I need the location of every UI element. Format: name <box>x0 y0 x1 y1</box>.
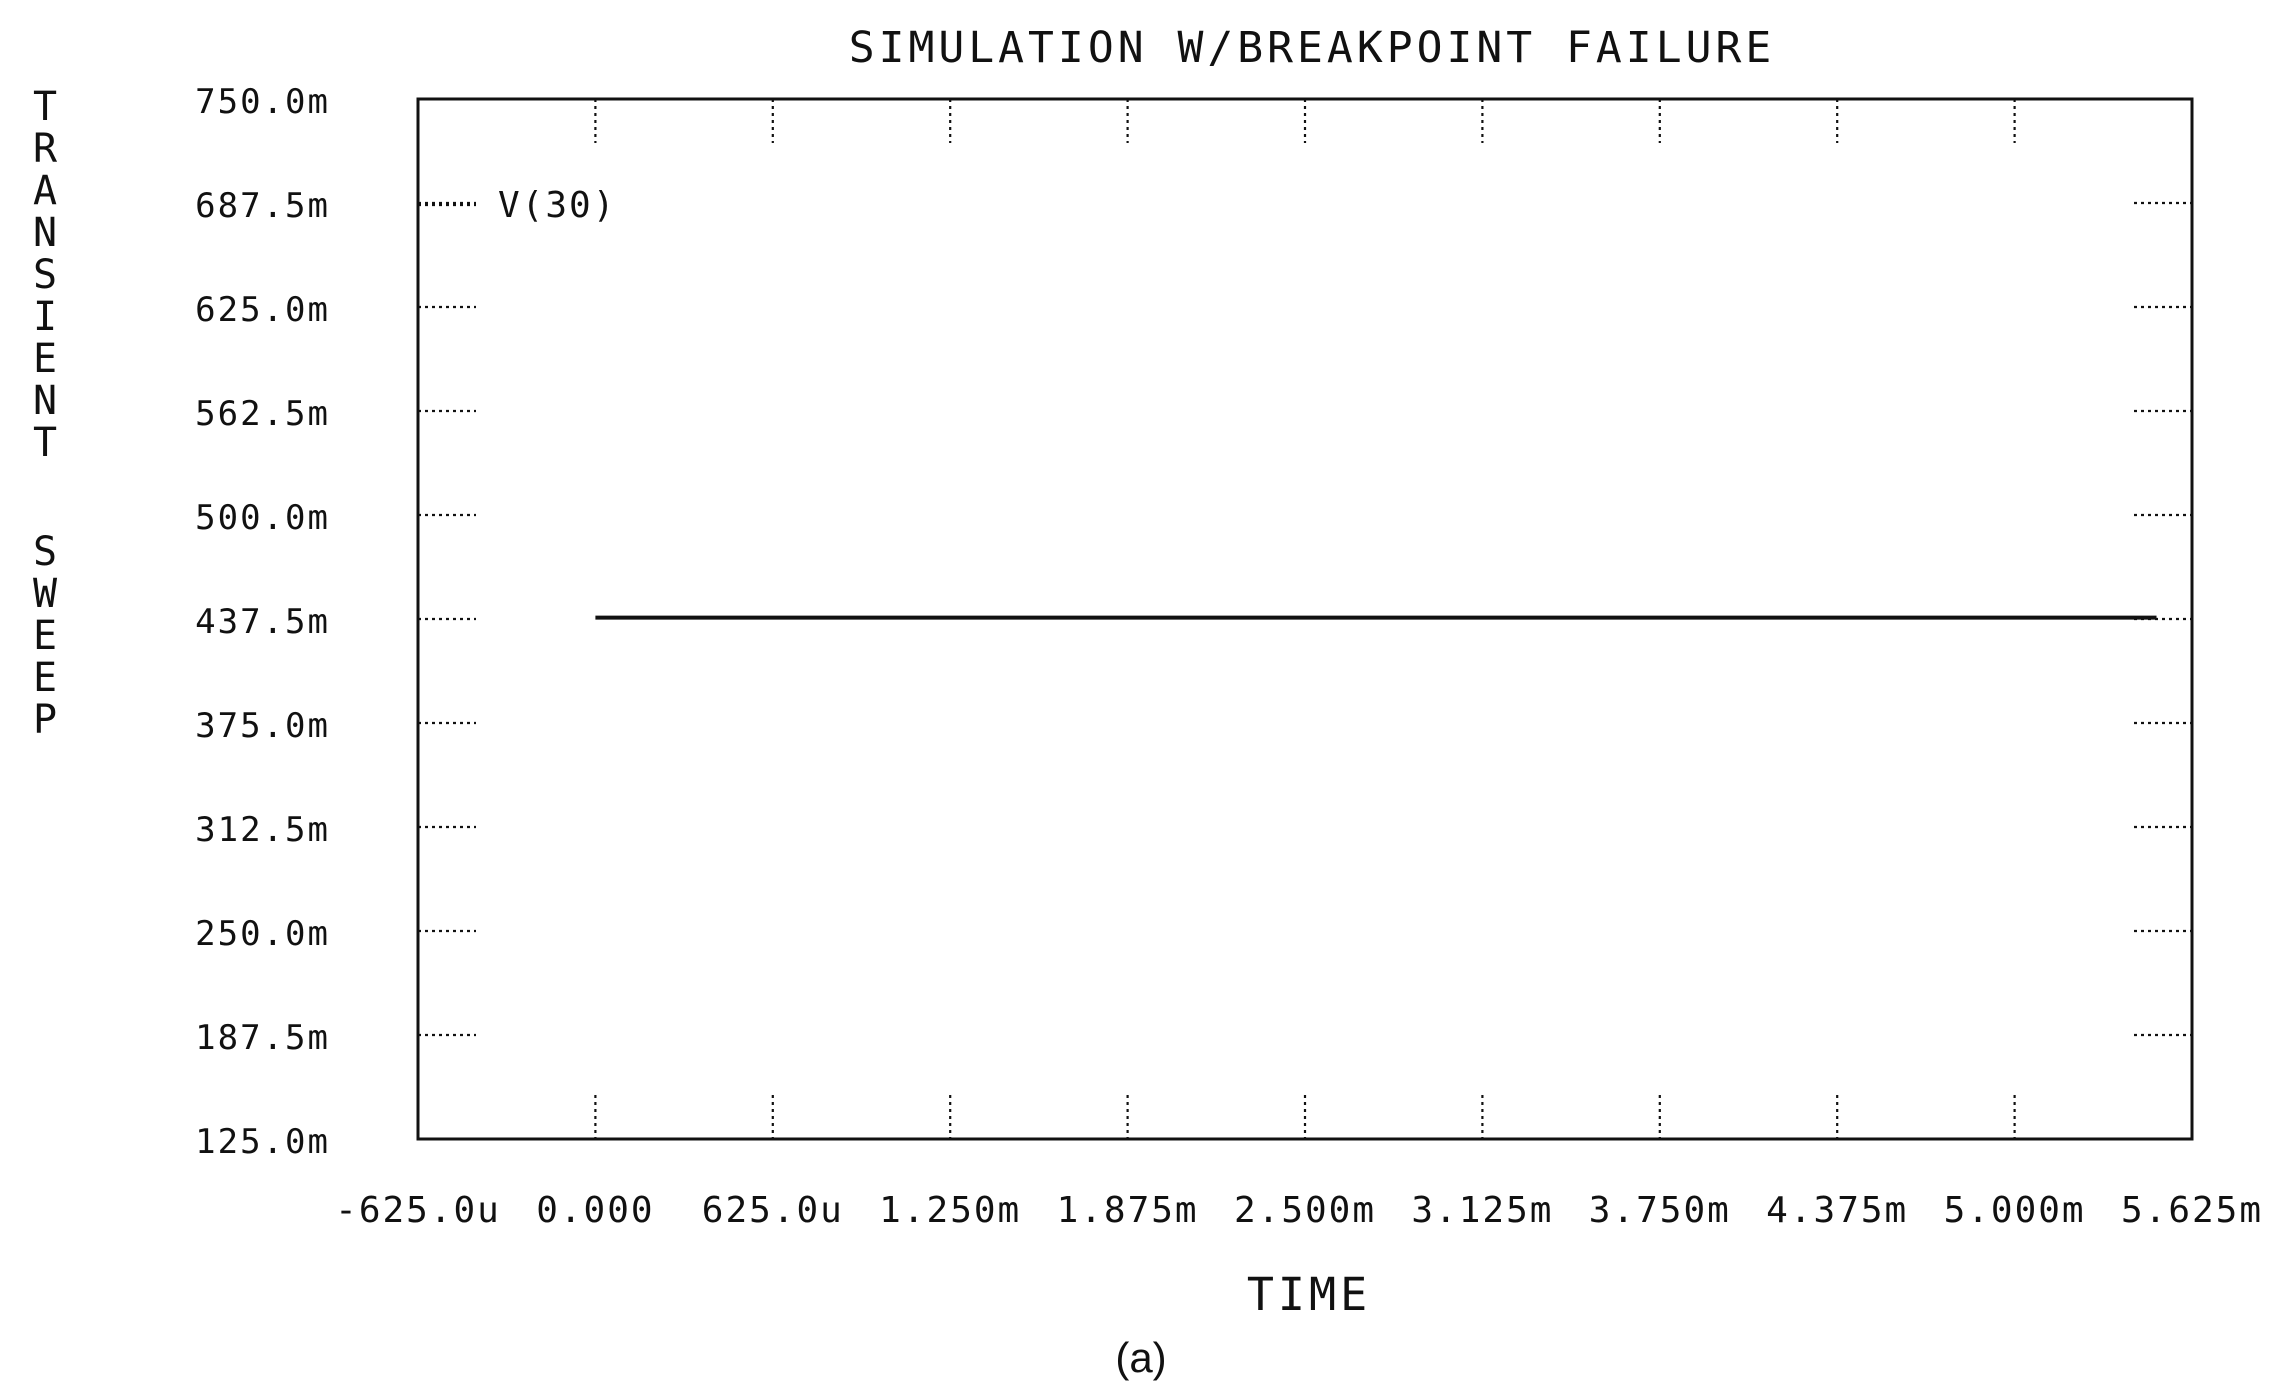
y-tick-label: 625.0m <box>195 290 330 330</box>
x-tick-label: -625.0u <box>335 1190 501 1231</box>
y-tick-label: 500.0m <box>195 498 330 538</box>
y-axis-label-char: N <box>33 210 57 256</box>
y-tick-label: 187.5m <box>195 1018 330 1058</box>
x-tick-label: 0.000 <box>536 1190 654 1231</box>
y-axis-label-char: T <box>33 420 57 466</box>
x-tick-label: 1.250m <box>879 1190 1021 1231</box>
x-tick-label: 625.0u <box>702 1190 844 1231</box>
y-tick-label: 312.5m <box>195 810 330 850</box>
x-tick-label: 3.125m <box>1411 1190 1553 1231</box>
y-axis-label-char: S <box>33 529 57 575</box>
y-tick-label: 250.0m <box>195 914 330 954</box>
y-axis-label-char: E <box>33 655 57 701</box>
x-tick-label: 5.000m <box>1944 1190 2086 1231</box>
x-axis-label: TIME <box>1247 1268 1371 1321</box>
x-tick-labels: -625.0u 0.000 625.0u 1.250m 1.875m 2.500m 3.12… <box>335 1190 2263 1231</box>
x-tick-label: 4.375m <box>1766 1190 1908 1231</box>
y-axis-label-char: P <box>33 697 57 743</box>
y-axis-label-char: N <box>33 378 57 424</box>
y-tick-label: 125.0m <box>195 1122 330 1162</box>
figure-caption: (a) <box>1115 1334 1166 1381</box>
y-tick-label: 562.5m <box>195 394 330 434</box>
y-axis-label-char: E <box>33 336 57 382</box>
y-axis-label-char: A <box>33 168 57 214</box>
y-axis-label-char: R <box>33 126 58 172</box>
legend: V(30) <box>418 185 616 226</box>
x-tick-label: 5.625m <box>2121 1190 2263 1231</box>
chart-title: SIMULATION W/BREAKPOINT FAILURE <box>849 23 1776 73</box>
y-axis-label-char: I <box>33 294 57 340</box>
y-tick-label: 750.0m <box>195 82 330 122</box>
legend-label: V(30) <box>498 185 616 226</box>
y-axis-label-char: W <box>33 571 58 617</box>
y-tick-label: 437.5m <box>195 602 330 642</box>
x-tick-label: 3.750m <box>1589 1190 1731 1231</box>
y-axis-label-char: T <box>33 84 57 130</box>
grid-ticks <box>418 99 2192 1139</box>
y-tick-label: 687.5m <box>195 186 330 226</box>
x-tick-label: 1.875m <box>1057 1190 1199 1231</box>
y-tick-label: 375.0m <box>195 706 330 746</box>
x-tick-label: 2.500m <box>1234 1190 1376 1231</box>
y-axis-label-char: E <box>33 613 57 659</box>
y-tick-labels: 750.0m 687.5m 625.0m 562.5m 500.0m 437.5m 375.… <box>195 82 330 1162</box>
y-axis-label-char: S <box>33 252 57 298</box>
